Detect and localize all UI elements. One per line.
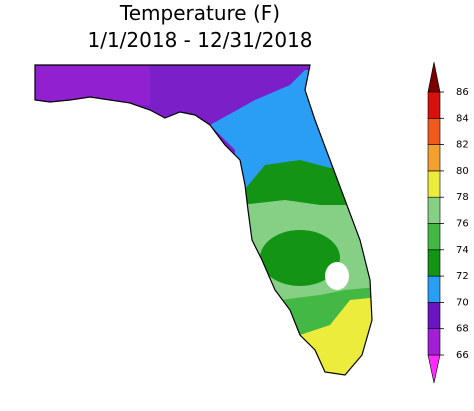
region (35, 65, 150, 105)
title-line: Temperature (F) (119, 1, 280, 25)
colorbar-band (427, 118, 441, 145)
colorbar-band (427, 144, 441, 172)
florida (35, 65, 372, 375)
colorbar-band (427, 302, 441, 329)
colorbar-band (427, 170, 441, 198)
colorbar: 66 68 70 72 74 76 78 80 82 84 86 (427, 61, 469, 384)
colorbar-band (427, 275, 441, 303)
colorbar-tick-label: 82 (456, 140, 469, 151)
colorbar-tick-label: 86 (456, 87, 469, 98)
lake-okeechobee (325, 262, 349, 290)
colorbar-tick-label: 80 (456, 166, 469, 177)
colorbar-tick-label: 84 (456, 113, 469, 124)
colorbar-tick-label: 76 (456, 219, 469, 230)
colorbar-tick-label: 66 (456, 350, 469, 361)
region (260, 230, 340, 286)
colorbar-tick-label: 78 (456, 192, 469, 203)
colorbar-band (427, 249, 441, 277)
colorbar-tick-label: 70 (456, 297, 469, 308)
region (300, 295, 372, 375)
colorbar-tick-label: 68 (456, 324, 469, 335)
colorbar-band (427, 328, 441, 356)
colorbar-band (427, 91, 441, 119)
colorbar-tick-label: 72 (456, 271, 469, 282)
colorbar-tick-label: 74 (456, 245, 469, 256)
colorbar-band (427, 196, 441, 224)
state-outline (34, 64, 373, 376)
colorbar-band (427, 223, 441, 251)
colorbar-under (427, 354, 441, 384)
title-line: 1/1/2018 - 12/31/2018 (87, 28, 312, 52)
colorbar-over (427, 61, 441, 93)
